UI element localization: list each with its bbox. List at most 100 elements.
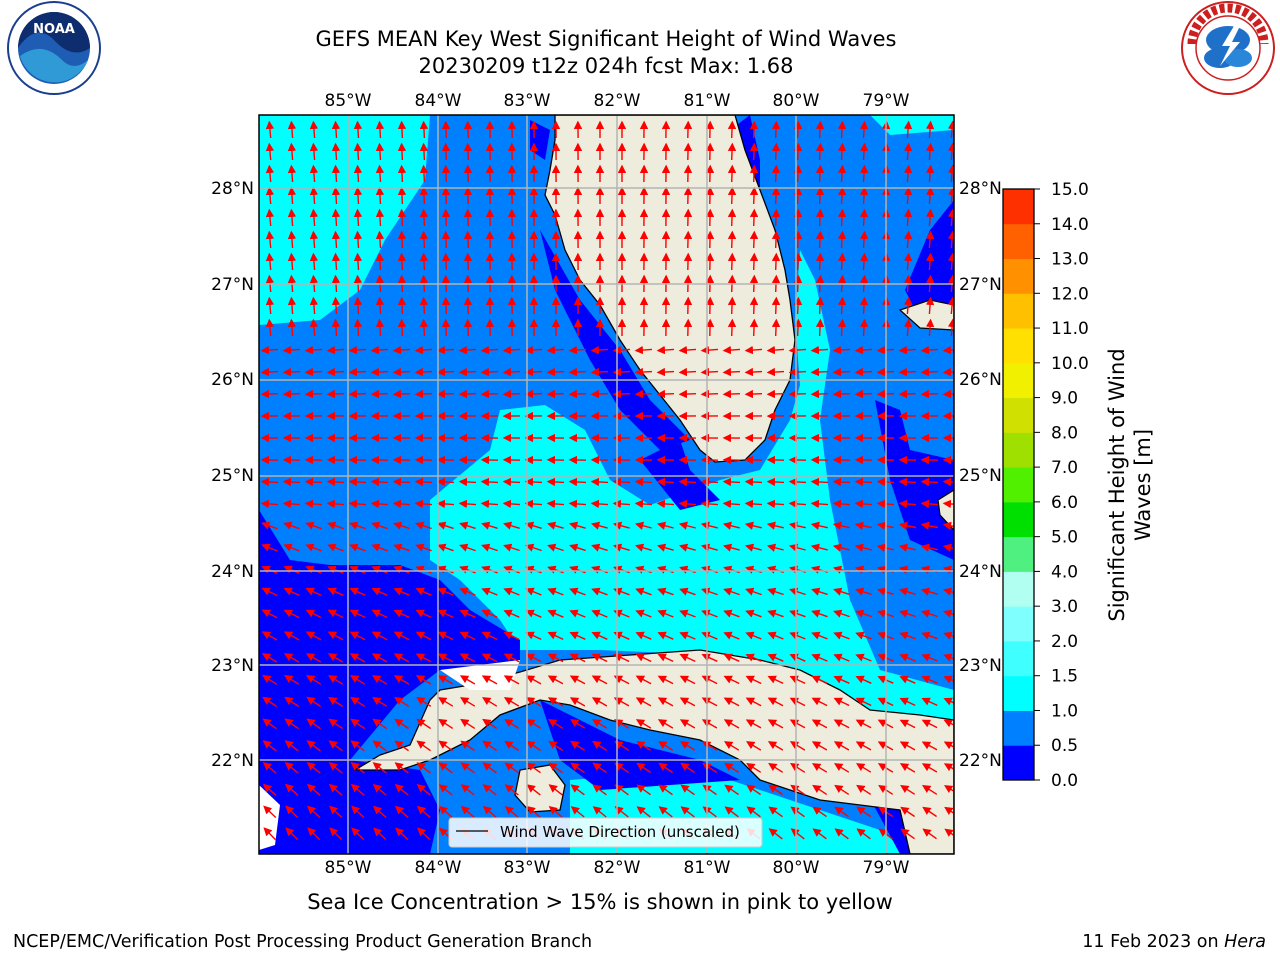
wind-arrow — [657, 697, 674, 707]
wind-arrow — [261, 565, 278, 574]
wind-arrow — [898, 389, 917, 399]
wind-arrow — [305, 609, 322, 619]
wind-arrow — [922, 806, 937, 818]
lat-label: 24°N — [959, 562, 1002, 582]
lat-label: 26°N — [211, 370, 254, 390]
wind-arrow — [900, 784, 916, 795]
colorbar-segment — [1003, 675, 1034, 711]
wind-arrow — [634, 499, 653, 509]
wind-arrow — [350, 718, 366, 730]
noaa-logo-text: NOAA — [33, 22, 75, 37]
chart-title: GEFS MEAN Key West Significant Height of… — [315, 27, 897, 51]
wind-arrow — [262, 718, 277, 730]
wind-arrow — [925, 164, 935, 183]
wind-arrow — [920, 389, 939, 399]
wind-arrow — [331, 120, 341, 139]
wind-arrow — [746, 762, 762, 773]
wind-arrow — [393, 565, 410, 574]
lon-label: 81°W — [684, 91, 731, 111]
wind-arrow — [591, 587, 608, 596]
wind-arrow — [331, 252, 341, 271]
wind-arrow — [417, 827, 431, 841]
wind-arrow — [925, 186, 935, 205]
wind-arrow — [436, 389, 455, 399]
wind-arrow — [480, 477, 499, 487]
wind-arrow — [591, 543, 608, 552]
lon-label: 83°W — [504, 91, 551, 111]
wind-arrow — [767, 697, 784, 707]
wind-arrow — [349, 631, 366, 641]
wind-arrow — [524, 367, 543, 377]
wind-arrow — [463, 208, 473, 227]
wind-arrow — [397, 208, 407, 227]
wind-arrow — [859, 142, 869, 161]
wind-arrow — [504, 762, 519, 774]
wind-arrow — [481, 653, 498, 663]
wind-arrow — [371, 653, 388, 663]
wind-arrow — [789, 587, 806, 596]
wind-arrow — [503, 609, 520, 618]
wind-arrow — [525, 653, 542, 663]
wind-arrow — [925, 142, 935, 161]
wind-arrow — [370, 345, 389, 355]
wind-arrow — [348, 345, 367, 355]
wind-arrow — [903, 208, 913, 227]
wind-arrow — [922, 828, 937, 840]
wind-arrow — [372, 675, 388, 685]
wind-arrow — [833, 631, 850, 640]
wind-arrow — [397, 318, 407, 337]
wind-arrow — [702, 784, 717, 796]
wind-arrow — [480, 367, 499, 377]
wind-arrow — [353, 252, 363, 271]
wind-arrow — [503, 675, 520, 685]
wind-arrow — [657, 631, 674, 640]
wind-arrow — [305, 543, 322, 552]
wind-arrow — [353, 186, 363, 205]
colorbar-tick-label: 8.0 — [1051, 423, 1078, 443]
wind-arrow — [856, 763, 872, 773]
lat-label: 27°N — [959, 275, 1002, 295]
wind-arrow — [771, 208, 781, 227]
wind-arrow — [283, 609, 300, 619]
wind-arrow — [811, 587, 828, 596]
wind-arrow — [793, 208, 803, 227]
wind-arrow — [438, 805, 453, 818]
wind-arrow — [463, 318, 473, 337]
wind-arrow — [921, 741, 938, 751]
wind-arrow — [656, 543, 674, 552]
wind-arrow — [591, 675, 608, 685]
wind-arrow — [503, 697, 520, 707]
wind-arrow — [309, 164, 319, 183]
wind-arrow — [265, 318, 275, 337]
wind-arrow — [947, 164, 954, 183]
wind-arrow — [592, 762, 607, 774]
wind-arrow — [261, 521, 278, 530]
wind-arrow — [304, 367, 323, 377]
wind-arrow — [815, 120, 825, 139]
wind-arrow — [328, 718, 343, 730]
map-gridlines — [259, 115, 954, 854]
lon-label: 84°W — [415, 858, 462, 878]
wind-arrow — [524, 521, 542, 530]
lon-label: 82°W — [594, 858, 641, 878]
wind-arrow — [634, 345, 653, 355]
wind-arrow — [393, 609, 410, 619]
wind-arrow — [746, 741, 762, 751]
wind-arrow — [305, 587, 322, 597]
wind-arrow — [481, 675, 498, 685]
wind-arrow — [393, 543, 410, 552]
wind-arrow — [944, 785, 954, 794]
lat-label: 27°N — [211, 275, 254, 295]
wind-arrow — [900, 806, 915, 818]
wind-arrow — [833, 609, 850, 618]
wind-arrow — [329, 805, 343, 818]
wind-arrow — [701, 653, 718, 662]
wind-arrow — [375, 208, 385, 227]
wind-arrow — [947, 120, 954, 139]
wind-arrow — [812, 763, 828, 773]
wind-arrow — [856, 784, 872, 795]
lat-label: 23°N — [959, 656, 1002, 676]
wind-arrow — [592, 719, 608, 729]
wind-arrow — [569, 609, 586, 618]
wind-arrow — [503, 543, 520, 552]
